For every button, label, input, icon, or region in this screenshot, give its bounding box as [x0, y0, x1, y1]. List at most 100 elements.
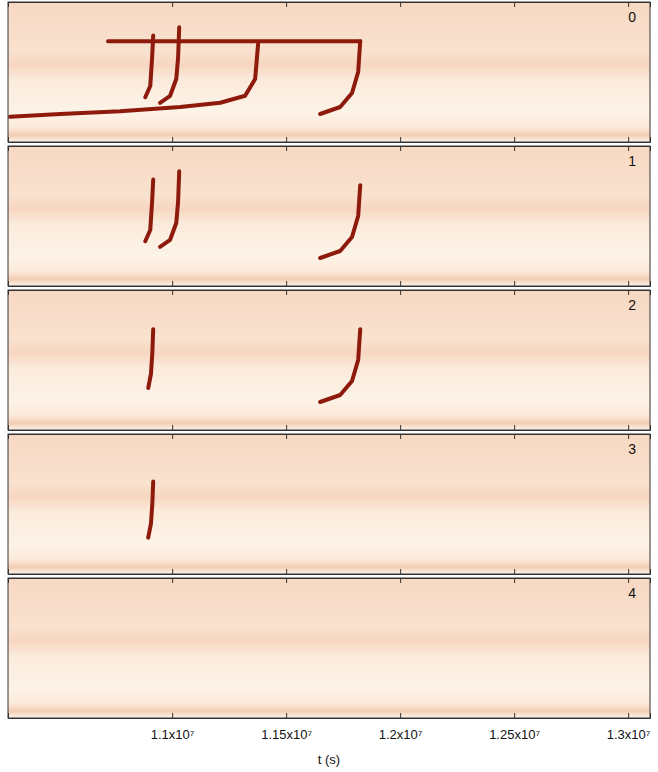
tick [514, 2, 515, 7]
tick [172, 425, 173, 430]
tick-mark [172, 2, 173, 7]
tick-mark [172, 290, 173, 295]
tick [514, 434, 515, 439]
track [160, 171, 179, 247]
tick-mark [400, 569, 401, 574]
track [148, 329, 153, 388]
tick [172, 281, 173, 286]
tick-mark [628, 578, 629, 583]
tick: 1.15x10⁷ [261, 713, 312, 742]
tick [286, 290, 287, 295]
tick [400, 290, 401, 295]
tick-mark [628, 290, 629, 295]
panel-title: 4 [628, 585, 636, 601]
tick-mark [400, 578, 401, 583]
tick-mark [286, 578, 287, 583]
tick [514, 290, 515, 295]
tick [286, 146, 287, 151]
tick-mark [628, 2, 629, 7]
x-axis [9, 137, 651, 143]
tick [628, 137, 629, 142]
frame [8, 578, 650, 718]
tick-label: 1.3x10⁷ [607, 727, 651, 742]
tick-mark [628, 713, 629, 718]
panel-background [8, 2, 650, 142]
tick [628, 569, 629, 574]
plot-area [148, 329, 360, 402]
tick [514, 569, 515, 574]
tick-mark [514, 713, 515, 718]
tick-mark [514, 434, 515, 439]
tick: 1.25x10⁷ [489, 713, 540, 742]
tick [514, 425, 515, 430]
tick-label: 1.25x10⁷ [489, 727, 540, 742]
tick-mark [514, 290, 515, 295]
frame [8, 2, 650, 142]
x-axis [9, 281, 651, 287]
tick-mark [286, 290, 287, 295]
tick-mark [286, 146, 287, 151]
tick-mark [172, 713, 173, 718]
frame [8, 146, 650, 286]
tick: 1.1x10⁷ [151, 713, 195, 742]
tick-mark [514, 281, 515, 286]
tick [400, 146, 401, 151]
x-axis-top [9, 578, 651, 583]
tick-mark [628, 281, 629, 286]
x-axis [9, 425, 651, 431]
panel-background [8, 434, 650, 574]
chart: 01231.1x10⁷1.15x10⁷1.2x10⁷1.25x10⁷1.3x10… [0, 0, 658, 772]
tick-mark [400, 290, 401, 295]
tick-mark [514, 146, 515, 151]
tick-label: 1.15x10⁷ [261, 727, 312, 742]
panel-background [8, 146, 650, 286]
tick [628, 281, 629, 286]
tick [400, 578, 401, 583]
panel-title: 3 [628, 441, 636, 457]
tick-mark [400, 434, 401, 439]
tick [286, 2, 287, 7]
track [145, 180, 153, 242]
panel-background [8, 290, 650, 430]
x-axis [9, 569, 651, 575]
tick-mark [514, 2, 515, 7]
tick [628, 2, 629, 7]
tick [400, 281, 401, 286]
track [320, 41, 360, 114]
tick [286, 281, 287, 286]
track [108, 39, 360, 43]
tick [172, 146, 173, 151]
axis-line [9, 3, 651, 8]
track [148, 482, 153, 538]
panel: 1.1x10⁷1.15x10⁷1.2x10⁷1.25x10⁷1.3x10⁷4 [8, 578, 651, 742]
tick-mark [172, 578, 173, 583]
tick [286, 569, 287, 574]
tick-mark [400, 146, 401, 151]
tick-mark [286, 2, 287, 7]
tick [628, 146, 629, 151]
tick-mark [286, 434, 287, 439]
tick-mark [514, 137, 515, 142]
tick [400, 569, 401, 574]
tick [400, 2, 401, 7]
tick-mark [628, 425, 629, 430]
panel: 3 [8, 434, 651, 575]
tick [514, 578, 515, 583]
tick-mark [172, 281, 173, 286]
panel: 1 [8, 146, 651, 287]
axis-line [9, 713, 651, 719]
tick [628, 434, 629, 439]
tick: 1.3x10⁷ [607, 713, 651, 742]
tick-mark [400, 137, 401, 142]
tick [400, 434, 401, 439]
tick-mark [514, 569, 515, 574]
tick [172, 569, 173, 574]
x-axis-top [9, 146, 651, 151]
panel-background [8, 578, 650, 718]
tick [172, 578, 173, 583]
tick [400, 137, 401, 142]
tick-mark [172, 425, 173, 430]
tick-mark [400, 2, 401, 7]
axis-line [9, 281, 651, 287]
x-axis-top [9, 2, 651, 7]
